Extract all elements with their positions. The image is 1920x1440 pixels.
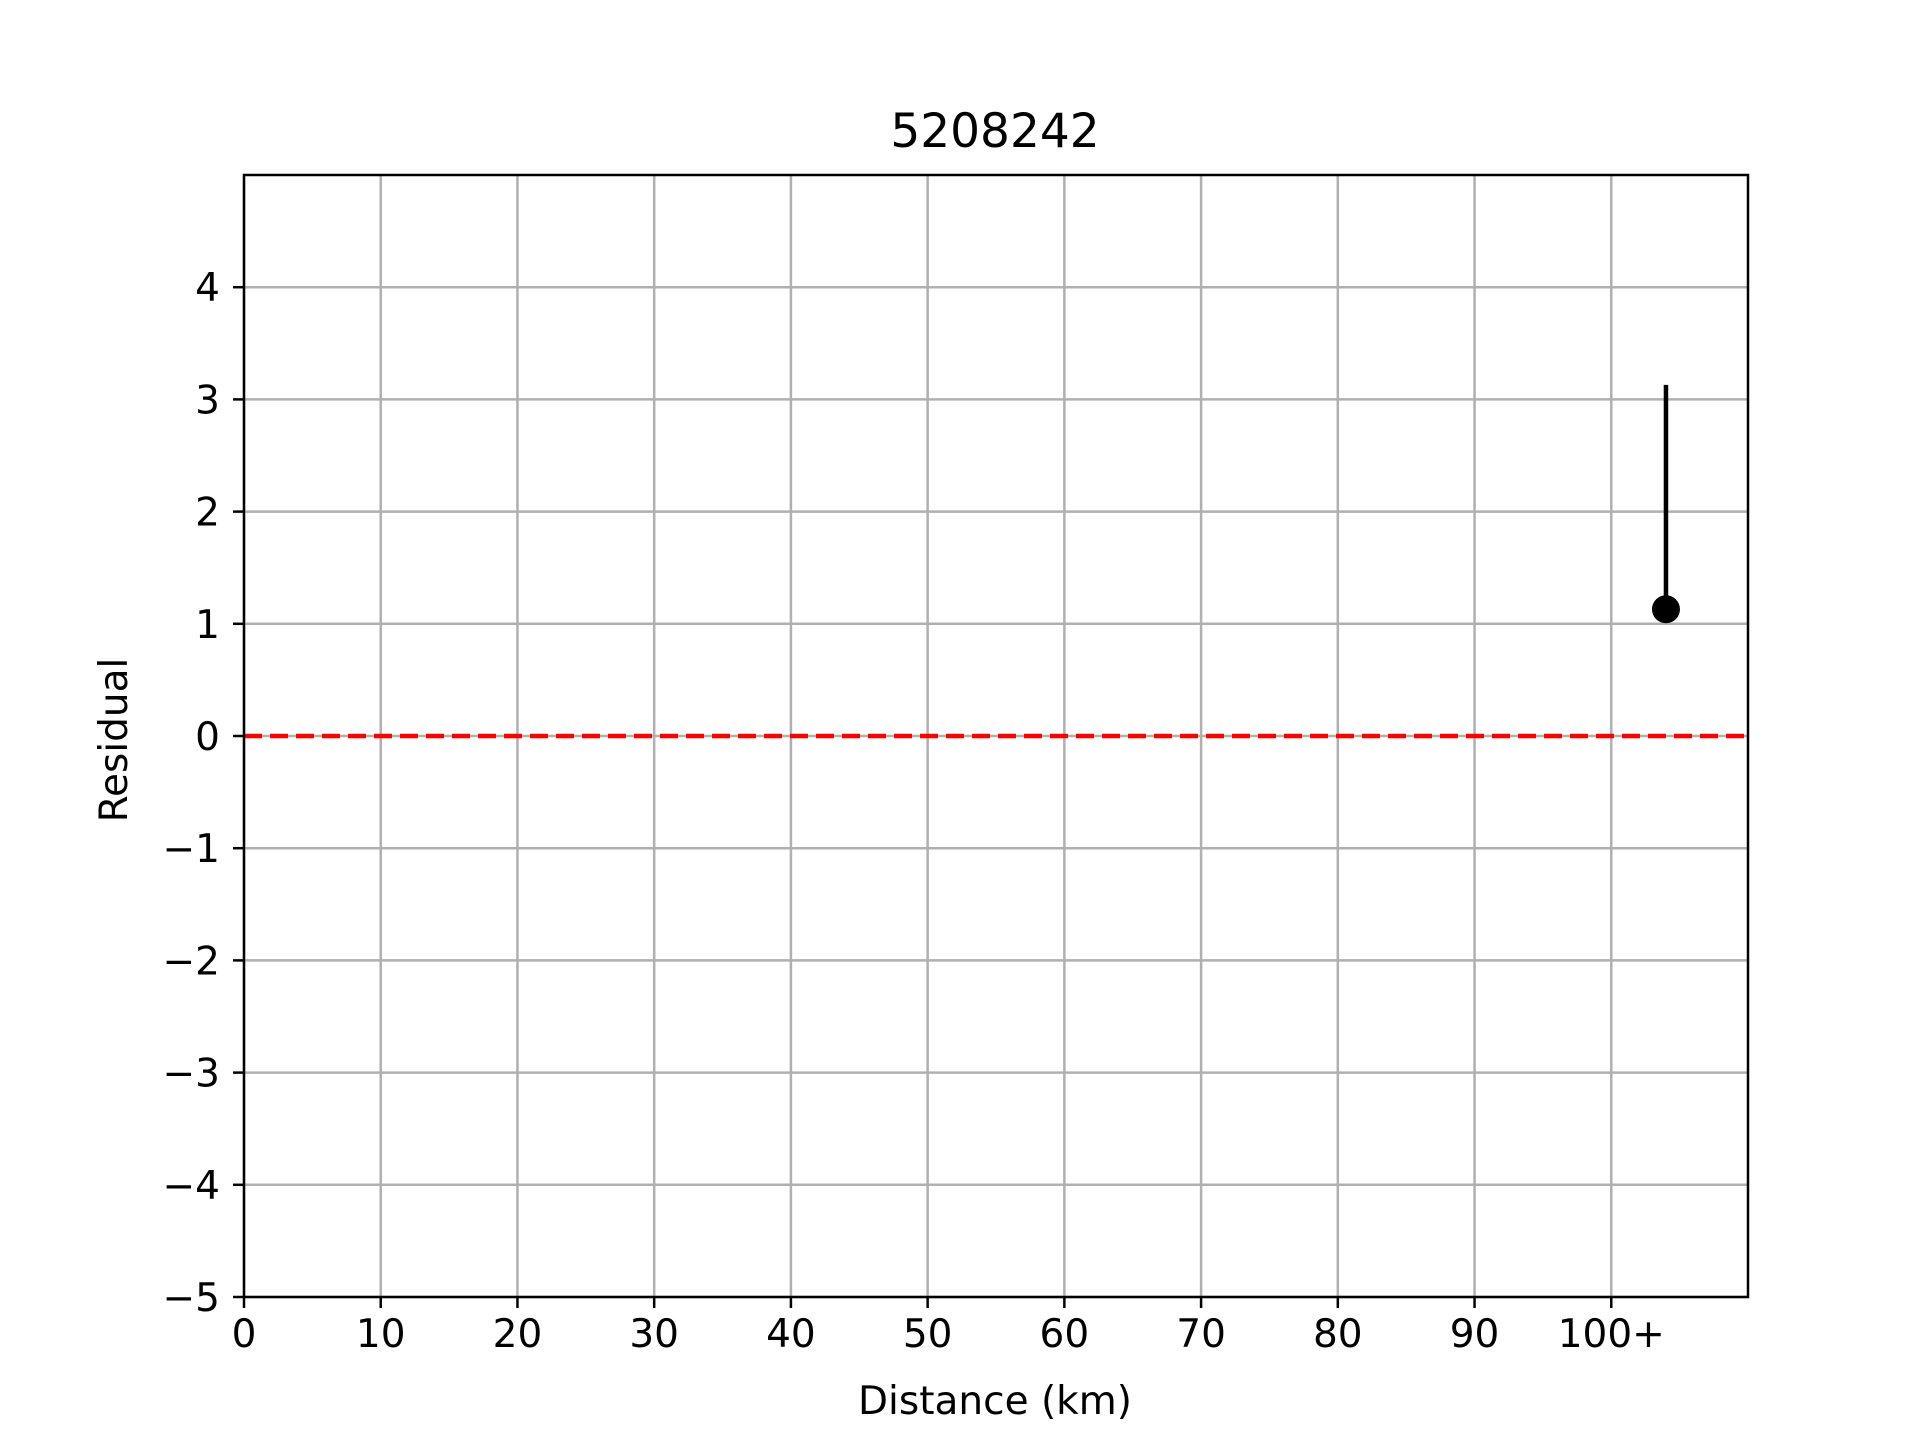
y-tick-label: 4 bbox=[195, 266, 220, 311]
y-axis-ticks: −5 −4 −3 −2 −1 0 1 2 3 4 bbox=[163, 266, 244, 1321]
x-tick-label: 100+ bbox=[1558, 1312, 1665, 1357]
y-tick-label: 0 bbox=[195, 715, 220, 760]
data-point bbox=[1651, 595, 1680, 624]
y-tick-label: 2 bbox=[195, 491, 220, 536]
x-tick-label: 40 bbox=[766, 1312, 816, 1357]
x-tick-label: 10 bbox=[356, 1312, 406, 1357]
y-tick-label: 1 bbox=[195, 603, 220, 648]
y-tick-label: −4 bbox=[163, 1164, 221, 1209]
y-tick-label: −2 bbox=[163, 939, 221, 984]
x-tick-label: 30 bbox=[629, 1312, 679, 1357]
x-axis-ticks: 0 10 20 30 40 50 60 70 80 90 100+ bbox=[232, 1297, 1665, 1357]
y-tick-label: 3 bbox=[195, 378, 220, 423]
x-tick-label: 60 bbox=[1040, 1312, 1090, 1357]
x-tick-label: 50 bbox=[903, 1312, 953, 1357]
chart-title: 5208242 bbox=[890, 104, 1099, 159]
x-tick-label: 20 bbox=[493, 1312, 543, 1357]
y-axis-label: Residual bbox=[92, 658, 137, 823]
x-axis-label: Distance (km) bbox=[858, 1379, 1132, 1424]
x-tick-label: 80 bbox=[1313, 1312, 1363, 1357]
y-tick-label: −5 bbox=[163, 1276, 221, 1321]
data-points bbox=[1651, 384, 1680, 624]
x-tick-label: 0 bbox=[232, 1312, 257, 1357]
y-tick-label: −1 bbox=[163, 827, 221, 872]
x-tick-label: 90 bbox=[1450, 1312, 1500, 1357]
x-tick-label: 70 bbox=[1176, 1312, 1226, 1357]
y-tick-label: −3 bbox=[163, 1052, 221, 1097]
